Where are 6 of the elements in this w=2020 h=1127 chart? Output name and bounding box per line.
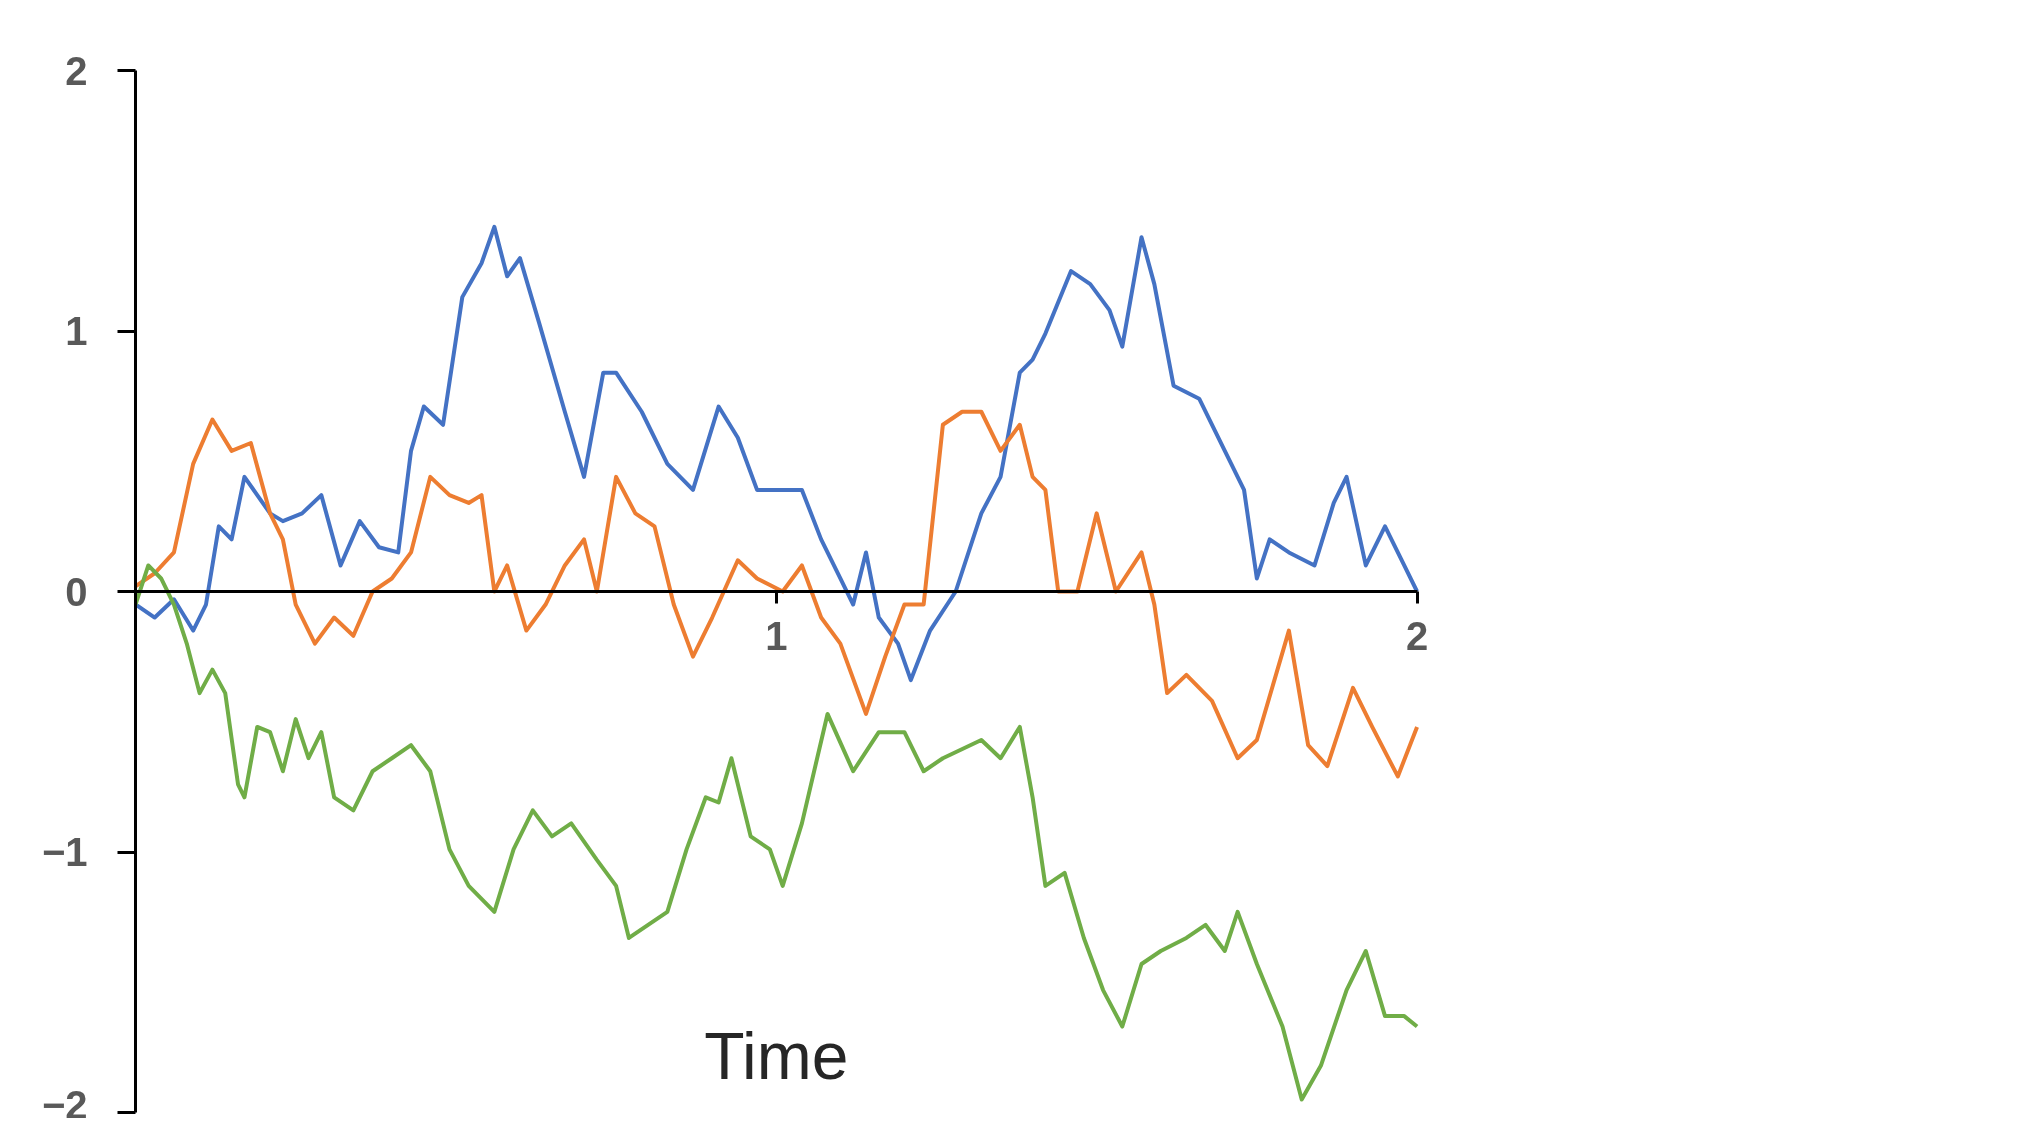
x-axis-title: Time <box>704 1018 849 1093</box>
y-tick-label: −1 <box>41 830 88 874</box>
y-tick-label: −2 <box>41 1082 88 1127</box>
y-tick-label: 1 <box>65 309 88 353</box>
y-tick-label: 0 <box>65 569 88 614</box>
y-tick-label: 2 <box>65 48 88 93</box>
